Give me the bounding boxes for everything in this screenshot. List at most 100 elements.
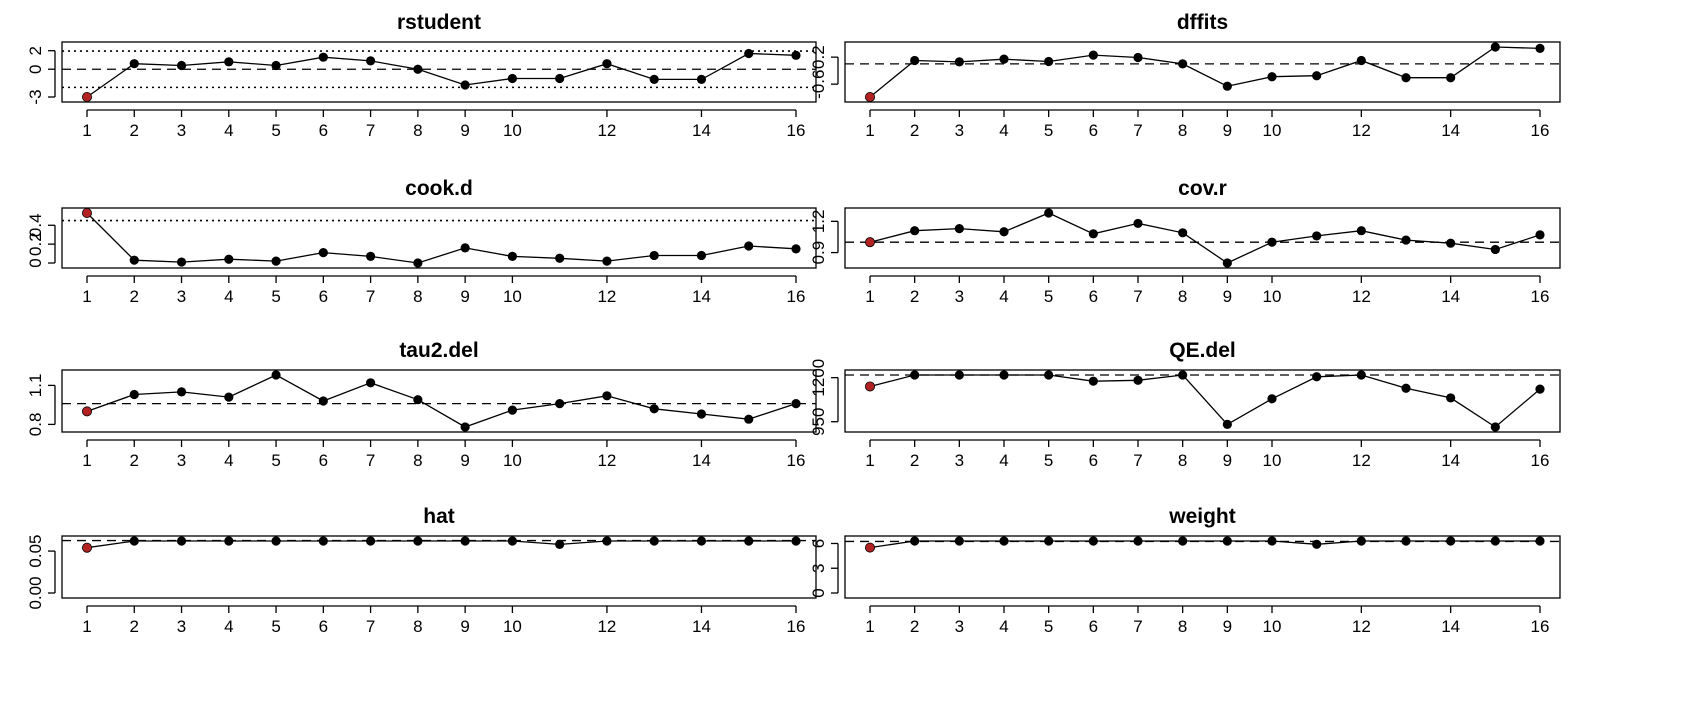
data-point: [1312, 539, 1322, 549]
data-point: [1401, 536, 1411, 546]
x-tick-label: 12: [1352, 287, 1371, 306]
x-tick-label: 14: [1441, 617, 1460, 636]
x-tick-label: 10: [1263, 451, 1282, 470]
data-point: [1044, 370, 1054, 380]
x-tick-label: 8: [413, 121, 422, 140]
x-tick-label: 1: [865, 121, 874, 140]
x-tick-label: 10: [503, 617, 522, 636]
data-point: [1535, 536, 1545, 546]
x-tick-label: 8: [1178, 287, 1187, 306]
data-point: [602, 256, 612, 266]
x-tick-label: 5: [271, 287, 280, 306]
y-tick-label: 0.2: [809, 45, 828, 69]
data-point: [460, 536, 470, 546]
panel-title: tau2.del: [399, 339, 478, 362]
y-tick-label: 1.1: [26, 374, 45, 398]
data-point: [1446, 536, 1456, 546]
data-point: [555, 73, 565, 84]
data-point: [602, 59, 612, 69]
x-tick-label: 16: [787, 287, 806, 306]
x-tick-label: 8: [1178, 617, 1187, 636]
data-point: [1356, 226, 1366, 236]
data-point: [1535, 230, 1545, 240]
y-tick-label: 0: [809, 588, 828, 597]
series-line: [869, 46, 1541, 98]
y-tick-label: 2: [26, 46, 45, 55]
data-point: [1133, 375, 1143, 385]
data-point: [1312, 372, 1322, 382]
data-point: [696, 74, 707, 85]
x-tick-label: 3: [955, 451, 964, 470]
x-tick-label: 6: [319, 121, 328, 140]
x-tick-label: 5: [271, 617, 280, 636]
data-point: [1133, 52, 1143, 63]
x-tick-label: 3: [955, 617, 964, 636]
x-tick-label: 5: [1044, 287, 1053, 306]
data-point: [318, 396, 328, 406]
y-tick-label: 1200: [809, 359, 828, 397]
x-tick-label: 14: [1441, 451, 1460, 470]
data-point: [555, 253, 565, 263]
y-tick-label: 0.05: [26, 535, 45, 568]
x-tick-label: 4: [999, 287, 1008, 306]
series-line: [86, 540, 796, 549]
x-tick-label: 2: [910, 451, 919, 470]
data-point: [129, 536, 139, 546]
data-point: [460, 80, 470, 90]
data-point: [1535, 384, 1545, 394]
data-point: [555, 539, 565, 549]
data-point: [1088, 536, 1098, 546]
data-point: [271, 536, 281, 546]
data-point: [649, 404, 659, 414]
data-point: [954, 224, 964, 234]
data-point: [507, 536, 517, 546]
data-point: [1312, 71, 1322, 81]
plot-frame: [61, 369, 817, 433]
x-tick-label: 8: [413, 287, 422, 306]
data-point-highlighted: [865, 92, 876, 103]
x-tick-label: 14: [692, 451, 711, 470]
data-point: [318, 536, 328, 546]
data-point: [1356, 55, 1366, 66]
data-point: [507, 251, 517, 261]
data-point: [1446, 393, 1456, 403]
x-tick-label: 7: [1133, 287, 1142, 306]
panel-title: QE.del: [1169, 339, 1236, 362]
plot-frame: [844, 41, 1561, 103]
x-tick-label: 8: [1178, 451, 1187, 470]
data-point: [271, 256, 281, 266]
data-point: [1490, 536, 1500, 546]
data-point: [1178, 228, 1188, 238]
data-point: [318, 248, 328, 258]
x-tick-label: 4: [224, 121, 233, 140]
x-tick-label: 8: [413, 617, 422, 636]
x-tick-label: 14: [1441, 121, 1460, 140]
data-point: [1267, 394, 1277, 404]
plot-frame: [61, 535, 817, 599]
x-tick-label: 7: [366, 617, 375, 636]
data-point: [602, 391, 612, 401]
data-point: [910, 226, 920, 236]
x-tick-label: 6: [1089, 617, 1098, 636]
panel-title: cov.r: [1178, 177, 1227, 200]
data-point: [1133, 536, 1143, 546]
plot-frame: [61, 207, 817, 269]
x-tick-label: 9: [1223, 451, 1232, 470]
x-tick-label: 3: [955, 287, 964, 306]
data-point: [1446, 238, 1456, 248]
data-point: [696, 250, 707, 261]
x-tick-label: 8: [1178, 121, 1187, 140]
series-line: [86, 212, 797, 264]
x-tick-label: 1: [865, 617, 874, 636]
data-point: [999, 54, 1009, 64]
data-point: [271, 60, 281, 71]
data-point: [413, 536, 423, 546]
x-tick-label: 3: [177, 121, 186, 140]
data-point: [460, 422, 470, 432]
data-point: [1044, 536, 1054, 546]
x-tick-label: 5: [271, 451, 280, 470]
x-tick-label: 12: [1352, 121, 1371, 140]
data-point: [910, 536, 920, 546]
data-point: [1401, 383, 1411, 393]
